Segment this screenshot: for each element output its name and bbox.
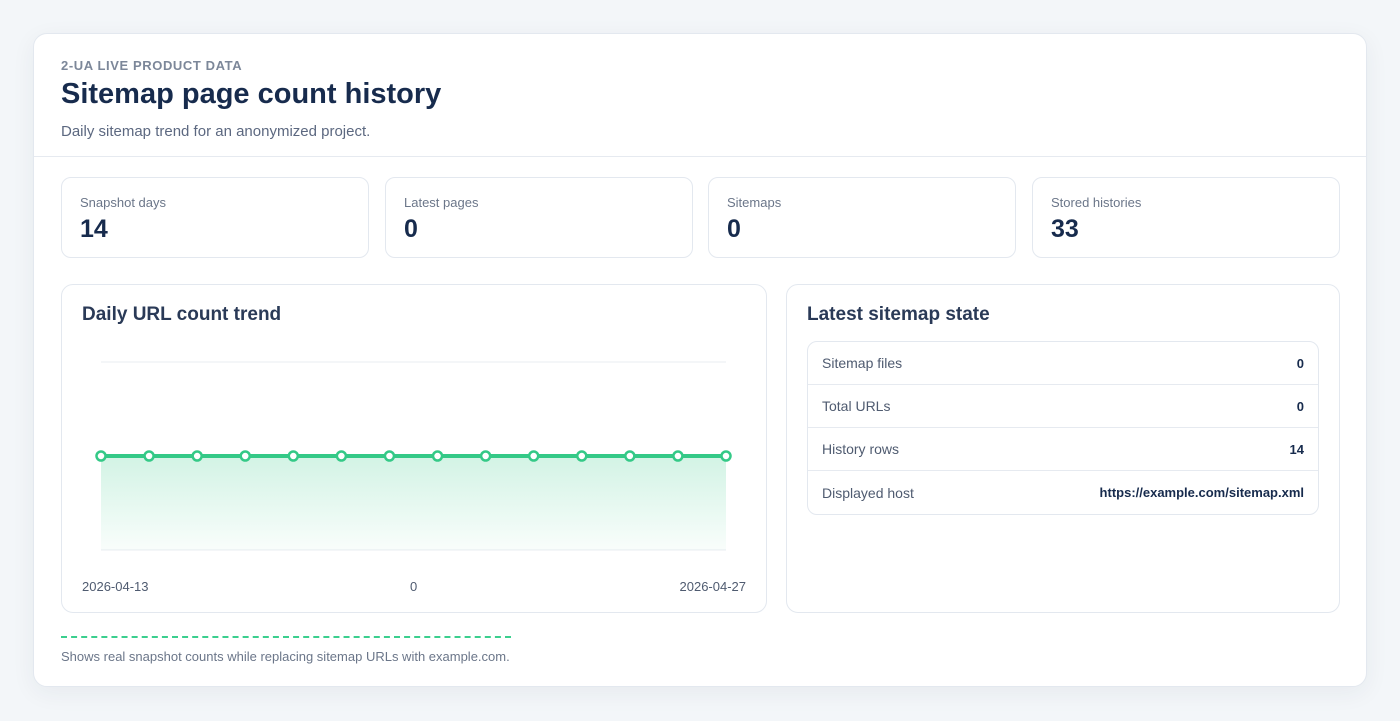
x-axis-mid-label: 0 — [410, 579, 418, 594]
trend-area — [101, 456, 726, 550]
row-key: History rows — [822, 441, 900, 457]
row-value-link[interactable]: https://example.com/sitemap.xml — [1099, 485, 1304, 500]
x-axis-end-label: 2026-04-27 — [679, 579, 747, 594]
state-title: Latest sitemap state — [807, 304, 990, 325]
x-axis-start-label: 2026-04-13 — [82, 579, 149, 594]
data-point[interactable] — [431, 450, 444, 462]
stat-label: Stored histories — [1051, 195, 1142, 210]
row-key: Displayed host — [822, 484, 914, 501]
data-point[interactable] — [527, 450, 540, 462]
data-point[interactable] — [576, 450, 588, 462]
stat-label: Sitemaps — [727, 195, 782, 210]
stat-value: 0 — [404, 215, 418, 243]
data-point[interactable] — [720, 450, 732, 462]
state-panel: Latest sitemap state Sitemap files 0 Tot… — [786, 284, 1340, 613]
row-value: 0 — [1296, 398, 1304, 414]
data-point[interactable] — [239, 450, 251, 462]
page-subtitle: Daily sitemap trend for an anonymized pr… — [61, 123, 371, 140]
table-row: Total URLs 0 — [808, 385, 1318, 428]
stat-label: Latest pages — [404, 195, 479, 210]
row-value: 14 — [1289, 441, 1304, 457]
data-point[interactable] — [143, 450, 155, 462]
row-value: 0 — [1296, 355, 1304, 371]
table-row: History rows 14 — [808, 428, 1318, 471]
data-point[interactable] — [287, 450, 300, 462]
page-header: 2-UA LIVE PRODUCT DATA Sitemap page coun… — [34, 34, 1366, 157]
data-point[interactable] — [95, 450, 107, 462]
footer-note: Shows real snapshot counts while replaci… — [61, 649, 510, 664]
data-point[interactable] — [335, 450, 348, 462]
row-key: Total URLs — [822, 398, 891, 414]
data-point[interactable] — [672, 450, 684, 462]
state-table: Sitemap files 0 Total URLs 0 History row… — [807, 341, 1319, 515]
table-row: Sitemap files 0 — [808, 342, 1318, 385]
dashed-divider — [61, 636, 511, 638]
stat-value: 33 — [1051, 215, 1079, 243]
stat-value: 0 — [727, 215, 741, 243]
stat-card-sitemaps: Sitemaps 0 — [708, 177, 1016, 258]
data-point[interactable] — [479, 450, 492, 462]
eyebrow-label: 2-UA LIVE PRODUCT DATA — [61, 58, 243, 73]
trend-title: Daily URL count trend — [82, 304, 282, 325]
data-point[interactable] — [191, 450, 203, 462]
stat-value: 14 — [80, 215, 108, 243]
stat-card-stored-histories: Stored histories 33 — [1032, 177, 1340, 258]
dashboard-card: 2-UA LIVE PRODUCT DATA Sitemap page coun… — [33, 33, 1367, 687]
stat-card-snapshot-days: Snapshot days 14 — [61, 177, 369, 258]
stat-card-latest-pages: Latest pages 0 — [385, 177, 693, 258]
table-row: Displayed host https://example.com/sitem… — [808, 471, 1318, 514]
row-key: Sitemap files — [822, 355, 903, 371]
trend-panel: Daily URL count trend 2026-04-13 0 2026-… — [61, 284, 767, 613]
data-point[interactable] — [624, 450, 636, 462]
page-title: Sitemap page count history — [61, 78, 442, 110]
stat-label: Snapshot days — [80, 195, 167, 210]
data-point[interactable] — [383, 450, 396, 462]
trend-chart — [95, 361, 732, 551]
